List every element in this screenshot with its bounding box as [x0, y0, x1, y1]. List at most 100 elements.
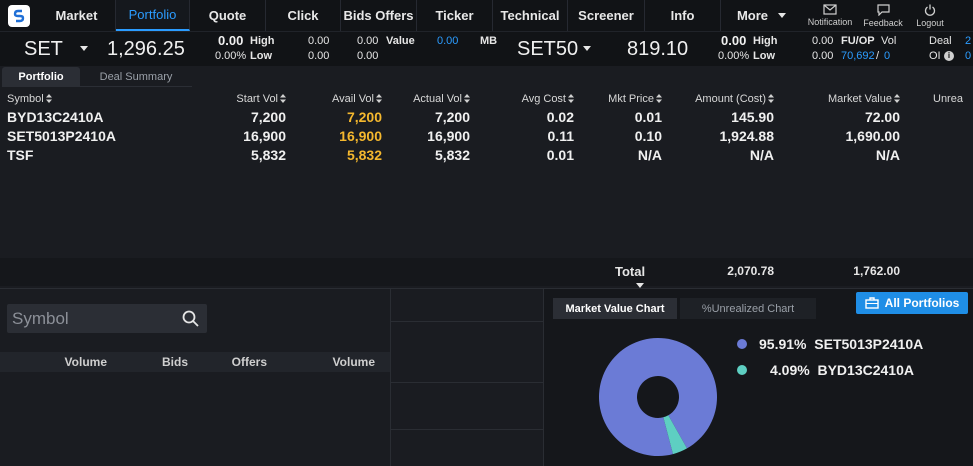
total-amount-cost: 2,070.78 [727, 264, 774, 278]
total-market-value: 1,762.00 [853, 264, 900, 278]
nav-screener[interactable]: Screener [568, 0, 645, 31]
orderbook-side-panel [390, 288, 544, 466]
set50-dropdown-icon[interactable] [583, 46, 591, 51]
nav-market[interactable]: Market [38, 0, 116, 31]
table-row[interactable]: TSF 5,832 5,832 5,832 0.01 N/A N/A N/A [0, 147, 973, 166]
nav-ticker[interactable]: Ticker [417, 0, 493, 31]
fuop-separator: / [876, 50, 880, 62]
chart-panel: All Portfolios Market Value Chart %Unrea… [543, 288, 973, 466]
cell-avail-vol: 5,832 [346, 147, 382, 163]
cell-avg-cost: 0.01 [546, 147, 574, 163]
cell-symbol[interactable]: BYD13C2410A [7, 109, 104, 125]
feedback-button[interactable]: Feedback [858, 0, 908, 31]
set-index-name[interactable]: SET [24, 38, 63, 60]
cell-start-vol: 16,900 [243, 128, 286, 144]
nav-more[interactable]: More [721, 0, 802, 31]
portfolio-table: Symbol Start Vol Avail Vol Actual Vol Av… [0, 90, 973, 166]
sort-icon [894, 94, 900, 103]
nav-bids-offers[interactable]: Bids Offers [341, 0, 417, 31]
set50-low-value: 0.00 [812, 50, 834, 62]
sort-icon [464, 94, 470, 103]
cell-start-vol: 5,832 [250, 147, 286, 163]
fuop-vol-value: 70,692 [841, 50, 875, 62]
symbol-search-input[interactable]: Symbol [7, 304, 207, 333]
header-actual-vol[interactable]: Actual Vol [413, 93, 470, 105]
header-symbol[interactable]: Symbol [7, 93, 52, 105]
power-icon [924, 4, 936, 16]
legend-pct: 4.09% [770, 362, 810, 378]
notification-button[interactable]: Notification [802, 0, 858, 31]
fuop-vol-value-2: 0 [884, 50, 891, 62]
table-header-row: Symbol Start Vol Avail Vol Actual Vol Av… [0, 90, 973, 109]
set-value-label: Value [386, 35, 415, 47]
header-amount-cost[interactable]: Amount (Cost) [695, 93, 774, 105]
app-logo[interactable] [0, 0, 38, 31]
set50-high-value: 0.00 [812, 35, 834, 47]
nav-more-label: More [736, 8, 769, 23]
divider [391, 321, 544, 322]
cell-market-value: N/A [875, 147, 900, 163]
cell-start-vol: 7,200 [250, 109, 286, 125]
set50-index-name[interactable]: SET50 [517, 38, 579, 60]
all-portfolios-button[interactable]: All Portfolios [856, 292, 968, 314]
legend-swatch [737, 365, 747, 375]
chevron-down-icon [778, 13, 787, 18]
sort-icon [768, 94, 774, 103]
vol-label: Vol [881, 35, 897, 47]
tab-unrealized-chart[interactable]: %Unrealized Chart [680, 298, 816, 319]
cell-actual-vol: 5,832 [434, 147, 470, 163]
divider [391, 429, 544, 430]
cell-avail-vol: 7,200 [346, 109, 382, 125]
cell-amount-cost: N/A [749, 147, 774, 163]
deal-label: Deal [929, 35, 952, 47]
table-row[interactable]: BYD13C2410A 7,200 7,200 7,200 0.02 0.01 … [0, 109, 973, 128]
donut-slice-set5013p2410a[interactable] [599, 338, 717, 456]
top-nav: Market Portfolio Quote Click Bids Offers… [0, 0, 973, 32]
set-dropdown-icon[interactable] [80, 46, 88, 51]
logout-label: Logout [916, 17, 944, 28]
nav-quote[interactable]: Quote [190, 0, 266, 31]
header-mkt-price[interactable]: Mkt Price [608, 93, 662, 105]
sort-icon [45, 94, 52, 103]
header-offers: Offers [231, 355, 267, 369]
cell-symbol[interactable]: TSF [7, 147, 34, 163]
cell-market-value: 1,690.00 [845, 128, 901, 144]
legend-label: SET5013P2410A [814, 336, 924, 352]
envelope-icon [823, 4, 837, 15]
header-offer-volume: Volume [332, 355, 375, 369]
set-high-value-2: 0.00 [357, 35, 379, 47]
header-avg-cost[interactable]: Avg Cost [522, 93, 574, 105]
tab-market-value-chart[interactable]: Market Value Chart [553, 298, 677, 319]
tab-deal-summary[interactable]: Deal Summary [80, 67, 192, 87]
portfolio-tabs: Portfolio Deal Summary [0, 67, 973, 88]
cell-symbol[interactable]: SET5013P2410A [7, 128, 116, 144]
sort-icon [568, 94, 574, 103]
notification-label: Notification [807, 17, 853, 27]
briefcase-icon [864, 297, 879, 309]
nav-info[interactable]: Info [645, 0, 721, 31]
sort-icon [376, 94, 382, 103]
feedback-icon [876, 3, 890, 16]
legend-swatch [737, 339, 747, 349]
total-row: Total 2,070.78 1,762.00 [0, 258, 973, 288]
nav-technical[interactable]: Technical [493, 0, 568, 31]
search-icon[interactable] [182, 310, 199, 327]
header-avail-vol[interactable]: Avail Vol [332, 93, 382, 105]
set-mb-label: MB [480, 35, 498, 47]
header-start-vol[interactable]: Start Vol [236, 93, 286, 105]
header-market-value[interactable]: Market Value [828, 93, 900, 105]
set-change: 0.00 [218, 33, 244, 48]
cell-amount-cost: 1,924.88 [719, 128, 775, 144]
logout-button[interactable]: Logout [908, 0, 952, 31]
cell-market-value: 72.00 [864, 109, 900, 125]
set50-index-value: 819.10 [627, 38, 689, 60]
info-icon[interactable]: i [944, 51, 954, 61]
collapse-toggle-icon[interactable] [636, 283, 644, 288]
legend-label: BYD13C2410A [817, 362, 914, 378]
header-unrealized[interactable]: Unrea [933, 93, 963, 105]
nav-portfolio[interactable]: Portfolio [116, 0, 190, 31]
table-row[interactable]: SET5013P2410A 16,900 16,900 16,900 0.11 … [0, 128, 973, 147]
donut-slice-byd13c2410a[interactable] [663, 415, 688, 455]
tab-portfolio[interactable]: Portfolio [2, 67, 80, 87]
nav-click[interactable]: Click [266, 0, 341, 31]
